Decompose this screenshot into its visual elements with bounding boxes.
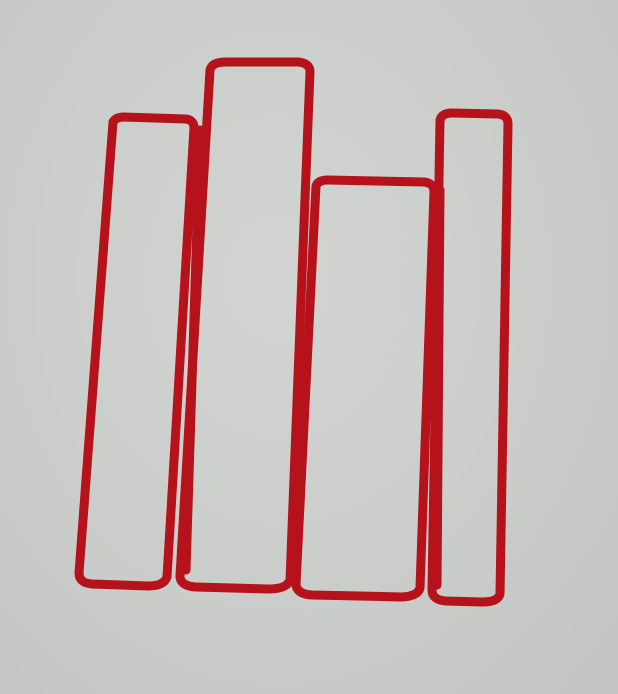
book-4-outline [427, 108, 513, 607]
book-3-outline [291, 175, 439, 602]
book-4-spine-edge [432, 185, 445, 590]
book-2-spine-edge [181, 125, 205, 575]
book-1-outline [74, 112, 199, 591]
book-2-outline [175, 57, 315, 594]
